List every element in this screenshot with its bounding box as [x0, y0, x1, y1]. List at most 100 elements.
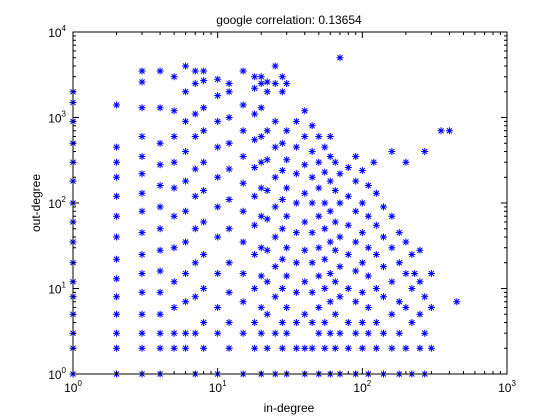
data-point	[263, 78, 271, 86]
data-point	[315, 158, 323, 166]
data-point	[182, 177, 190, 185]
data-point	[113, 143, 121, 151]
data-point	[283, 329, 291, 337]
data-point	[263, 278, 271, 286]
data-point	[358, 319, 366, 327]
data-point	[225, 88, 233, 96]
data-point	[321, 199, 329, 207]
x-tick-label: 103	[498, 379, 516, 395]
data-point	[308, 173, 316, 181]
data-point	[292, 288, 300, 296]
data-point	[225, 288, 233, 296]
data-point	[200, 187, 208, 195]
data-point	[292, 319, 300, 327]
data-point	[200, 319, 208, 327]
data-point	[308, 259, 316, 267]
data-point	[402, 269, 410, 277]
data-point	[283, 127, 291, 135]
data-point	[225, 165, 233, 173]
data-point	[251, 344, 259, 352]
x-tick-label: 102	[353, 379, 371, 395]
data-point	[379, 293, 387, 301]
data-point	[251, 250, 259, 258]
data-point	[191, 79, 199, 87]
data-point	[416, 246, 424, 254]
data-point	[138, 132, 146, 140]
data-point	[251, 319, 259, 327]
data-point	[437, 127, 445, 135]
data-point	[138, 152, 146, 160]
data-point	[358, 259, 366, 267]
data-point	[257, 329, 265, 337]
data-point	[308, 344, 316, 352]
data-point	[358, 199, 366, 207]
data-point	[182, 148, 190, 156]
data-point	[214, 203, 222, 211]
data-point	[308, 229, 316, 237]
data-point	[225, 225, 233, 233]
data-point	[251, 221, 259, 229]
data-point	[191, 329, 199, 337]
data-point	[113, 344, 121, 352]
data-point	[182, 62, 190, 70]
data-point	[200, 250, 208, 258]
data-point	[283, 244, 291, 252]
data-point	[352, 267, 360, 275]
data-point	[170, 158, 178, 166]
data-point	[321, 255, 329, 263]
data-point	[156, 67, 164, 75]
data-point	[344, 285, 352, 292]
data-point	[170, 244, 178, 252]
data-point	[301, 107, 309, 115]
data-point	[278, 73, 286, 81]
data-point	[113, 173, 121, 181]
data-point	[421, 148, 429, 156]
data-point	[336, 170, 344, 178]
data-point	[225, 195, 233, 203]
data-point	[388, 212, 396, 220]
data-point	[326, 152, 334, 160]
x-tick-label: 100	[64, 379, 82, 395]
data-point	[344, 250, 352, 258]
data-point	[239, 207, 247, 215]
data-point	[257, 132, 265, 140]
y-tick-label: 102	[48, 195, 66, 211]
data-point	[156, 288, 164, 296]
data-point	[239, 127, 247, 135]
data-point	[395, 229, 403, 237]
data-point	[263, 215, 271, 223]
data-point	[138, 250, 146, 258]
data-point	[326, 132, 334, 140]
data-point	[191, 259, 199, 267]
data-point	[257, 184, 265, 192]
data-point	[239, 101, 247, 109]
data-point	[445, 127, 453, 135]
data-point	[239, 179, 247, 187]
y-tick-label: 104	[48, 24, 66, 40]
data-point	[326, 298, 334, 306]
data-point	[263, 310, 271, 318]
data-point	[214, 117, 222, 125]
data-point	[138, 67, 146, 75]
data-point	[308, 148, 316, 156]
data-point	[191, 110, 199, 118]
data-point	[388, 148, 396, 156]
data-point	[239, 298, 247, 306]
data-point	[271, 293, 279, 301]
data-point	[352, 177, 360, 185]
data-point	[239, 329, 247, 337]
data-point	[352, 298, 360, 306]
data-point	[301, 161, 309, 169]
data-point	[364, 303, 372, 311]
data-point	[214, 303, 222, 311]
data-point	[352, 207, 360, 215]
data-point	[402, 238, 410, 246]
data-point	[331, 158, 339, 166]
data-point	[344, 221, 352, 229]
data-point	[331, 246, 339, 254]
data-point	[427, 269, 435, 277]
data-point	[200, 127, 208, 135]
data-point	[408, 319, 416, 327]
data-point	[301, 218, 309, 226]
data-point	[326, 329, 334, 337]
